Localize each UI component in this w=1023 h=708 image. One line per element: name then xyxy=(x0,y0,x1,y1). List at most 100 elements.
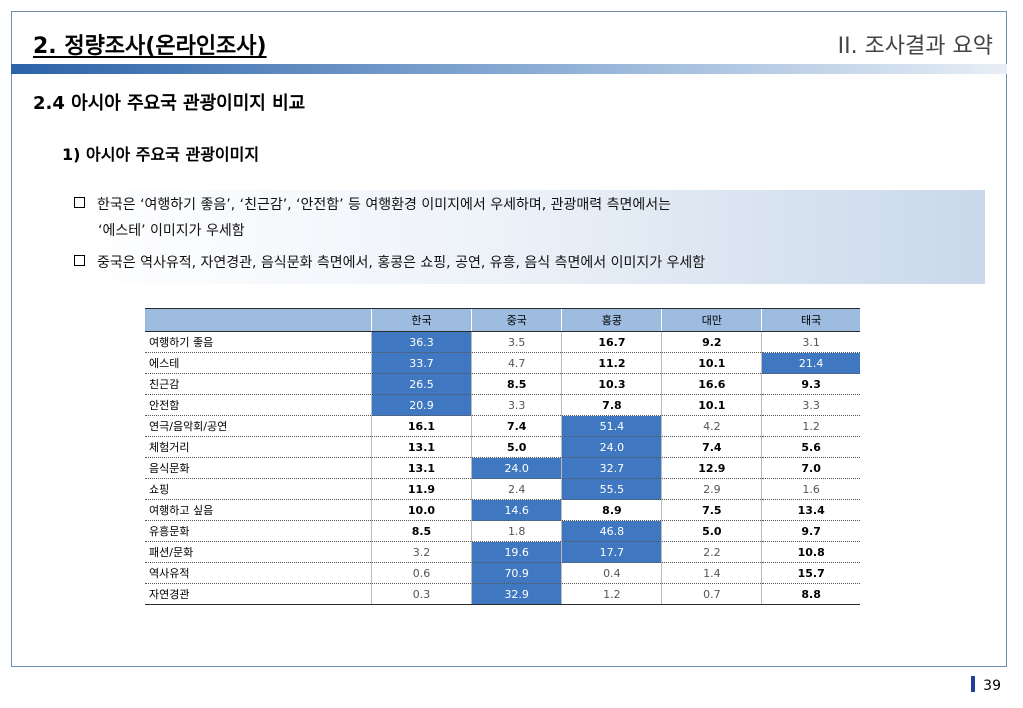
row-label: 유흥문화 xyxy=(145,520,372,542)
table-cell: 24.0 xyxy=(561,436,662,458)
table-row: 여행하고 싶음 10.0 14.6 8.9 7.5 13.4 xyxy=(145,499,860,521)
table-cell: 32.7 xyxy=(561,457,662,479)
table-row: 역사유적 0.6 70.9 0.4 1.4 15.7 xyxy=(145,562,860,584)
table-cell: 13.1 xyxy=(371,457,472,479)
page-title: 2. 정량조사(온라인조사) xyxy=(33,34,267,59)
table-row: 친근감 26.5 8.5 10.3 16.6 9.3 xyxy=(145,373,860,395)
table-cell: 26.5 xyxy=(371,373,472,395)
table-cell: 7.4 xyxy=(470,415,562,437)
table-cell: 15.7 xyxy=(761,562,860,584)
table-cell: 16.6 xyxy=(661,373,762,395)
table-cell: 13.1 xyxy=(371,436,472,458)
table-cell: 0.3 xyxy=(371,583,472,605)
row-label: 여행하고 싶음 xyxy=(145,499,372,521)
table-cell: 21.4 xyxy=(761,352,860,374)
page-number-text: 39 xyxy=(983,678,1001,694)
table-cell: 1.8 xyxy=(470,520,562,542)
row-label: 체험거리 xyxy=(145,436,372,458)
table-cell: 12.9 xyxy=(661,457,762,479)
summary-bullet-1-text: 한국은 ‘여행하기 좋음’, ‘친근감’, ‘안전함’ 등 여행환경 이미지에서… xyxy=(97,197,671,213)
table-cell: 3.5 xyxy=(470,331,562,353)
table-cell: 36.3 xyxy=(371,331,472,353)
table-cell: 20.9 xyxy=(371,394,472,416)
table-cell: 10.1 xyxy=(661,394,762,416)
column-header: 한국 xyxy=(371,308,472,332)
table-cell: 9.2 xyxy=(661,331,762,353)
row-label: 친근감 xyxy=(145,373,372,395)
summary-bullet-2-text: 중국은 역사유적, 자연경관, 음식문화 측면에서, 홍콩은 쇼핑, 공연, 유… xyxy=(97,255,706,271)
table-row: 에스테 33.7 4.7 11.2 10.1 21.4 xyxy=(145,352,860,374)
table-cell: 3.3 xyxy=(761,394,860,416)
subsection-title: 1) 아시아 주요국 관광이미지 xyxy=(62,145,260,164)
row-label: 여행하기 좋음 xyxy=(145,331,372,353)
table-cell: 32.9 xyxy=(470,583,562,605)
table-row: 쇼핑 11.9 2.4 55.5 2.9 1.6 xyxy=(145,478,860,500)
page-number: 39 xyxy=(971,676,1001,694)
table-cell: 13.4 xyxy=(761,499,860,521)
table-cell: 10.3 xyxy=(561,373,662,395)
table-cell: 2.2 xyxy=(661,541,762,563)
table-row: 안전함 20.9 3.3 7.8 10.1 3.3 xyxy=(145,394,860,416)
table-cell: 3.3 xyxy=(470,394,562,416)
column-header: 중국 xyxy=(470,308,562,332)
section-subtitle: 2.4 아시아 주요국 관광이미지 비교 xyxy=(33,93,306,114)
table-row: 패션/문화 3.2 19.6 17.7 2.2 10.8 xyxy=(145,541,860,563)
table-cell: 2.4 xyxy=(470,478,562,500)
row-label: 에스테 xyxy=(145,352,372,374)
row-label: 자연경관 xyxy=(145,583,372,605)
table-row: 자연경관 0.3 32.9 1.2 0.7 8.8 xyxy=(145,583,860,605)
table-cell: 5.0 xyxy=(470,436,562,458)
image-comparison-table: 한국 중국 홍콩 대만 태국 여행하기 좋음 36.3 3.5 16.7 9.2 3.1 에… xyxy=(145,308,860,605)
row-label: 패션/문화 xyxy=(145,541,372,563)
table-cell: 1.2 xyxy=(561,583,662,605)
summary-bullet-1-continuation: ‘에스테’ 이미지가 우세함 xyxy=(98,223,245,239)
table-cell: 5.6 xyxy=(761,436,860,458)
table-cell: 4.2 xyxy=(661,415,762,437)
summary-bullet-1: 한국은 ‘여행하기 좋음’, ‘친근감’, ‘안전함’ 등 여행환경 이미지에서… xyxy=(74,192,671,244)
table-cell: 10.0 xyxy=(371,499,472,521)
section-label: II. 조사결과 요약 xyxy=(837,34,993,59)
table-body: 여행하기 좋음 36.3 3.5 16.7 9.2 3.1 에스테 33.7 4.7 11.2 10… xyxy=(145,331,860,605)
table-cell: 5.0 xyxy=(661,520,762,542)
row-label: 연극/음악회/공연 xyxy=(145,415,372,437)
table-row: 음식문화 13.1 24.0 32.7 12.9 7.0 xyxy=(145,457,860,479)
table-cell: 16.7 xyxy=(561,331,662,353)
table-cell: 3.1 xyxy=(761,331,860,353)
table-cell: 24.0 xyxy=(470,457,562,479)
table-cell: 0.7 xyxy=(661,583,762,605)
table-cell: 8.9 xyxy=(561,499,662,521)
table-cell: 46.8 xyxy=(561,520,662,542)
table-cell: 11.9 xyxy=(371,478,472,500)
table-cell: 70.9 xyxy=(470,562,562,584)
table-cell: 33.7 xyxy=(371,352,472,374)
column-header: 태국 xyxy=(761,308,860,332)
table-corner-cell xyxy=(145,308,372,332)
table-cell: 4.7 xyxy=(470,352,562,374)
table-cell: 9.3 xyxy=(761,373,860,395)
checkbox-bullet-icon xyxy=(74,197,85,208)
row-label: 음식문화 xyxy=(145,457,372,479)
table-cell: 7.8 xyxy=(561,394,662,416)
slide-frame xyxy=(11,11,1007,667)
title-divider-bar xyxy=(11,64,1007,74)
table-cell: 16.1 xyxy=(371,415,472,437)
table-cell: 8.8 xyxy=(761,583,860,605)
table-cell: 1.2 xyxy=(761,415,860,437)
row-label: 쇼핑 xyxy=(145,478,372,500)
table-cell: 14.6 xyxy=(470,499,562,521)
table-cell: 55.5 xyxy=(561,478,662,500)
page-marker-icon xyxy=(971,676,976,692)
table-cell: 8.5 xyxy=(371,520,472,542)
summary-bullet-2: 중국은 역사유적, 자연경관, 음식문화 측면에서, 홍콩은 쇼핑, 공연, 유… xyxy=(74,250,705,276)
table-cell: 17.7 xyxy=(561,541,662,563)
table-cell: 7.0 xyxy=(761,457,860,479)
table-cell: 2.9 xyxy=(661,478,762,500)
table-row: 여행하기 좋음 36.3 3.5 16.7 9.2 3.1 xyxy=(145,331,860,353)
row-label: 안전함 xyxy=(145,394,372,416)
table-cell: 0.6 xyxy=(371,562,472,584)
table-cell: 3.2 xyxy=(371,541,472,563)
table-row: 체험거리 13.1 5.0 24.0 7.4 5.6 xyxy=(145,436,860,458)
table-cell: 19.6 xyxy=(470,541,562,563)
table-cell: 7.4 xyxy=(661,436,762,458)
column-header: 대만 xyxy=(661,308,762,332)
